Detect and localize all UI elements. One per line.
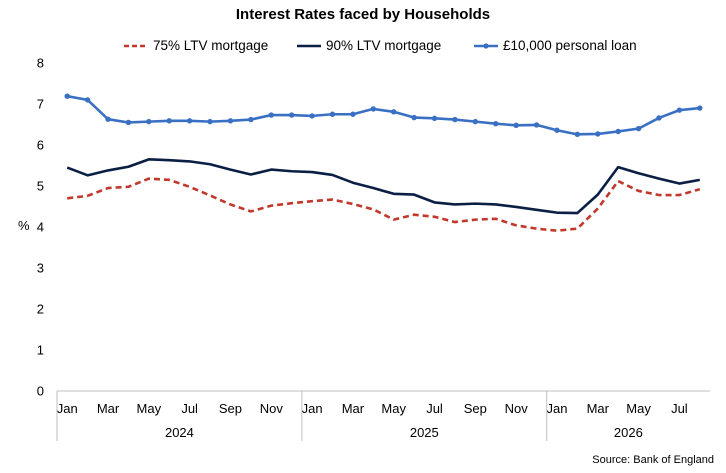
x-tick-label: Mar (587, 401, 610, 416)
legend-label-personal-loan: £10,000 personal loan (503, 38, 637, 53)
series-personal-loan-point (676, 107, 683, 113)
x-year-label: 2025 (410, 425, 439, 440)
series-personal-loan-point (656, 115, 662, 121)
series-personal-loan-point (288, 112, 295, 118)
x-tick-label: Nov (260, 401, 284, 416)
series-personal-loan-point (615, 128, 621, 135)
series-personal-loan-point (84, 97, 91, 103)
series-personal-loan-point (513, 122, 519, 129)
y-tick-label: 3 (37, 261, 44, 276)
series-personal-loan-point (493, 120, 499, 127)
chart-legend: 75% LTV mortgage 90% LTV mortgage £10,00… (0, 38, 726, 56)
legend-item-75-ltv: 75% LTV mortgage (123, 38, 268, 53)
y-tick-label: 4 (37, 220, 44, 235)
legend-item-personal-loan: £10,000 personal loan (473, 38, 637, 53)
series-personal-loan-point (431, 115, 438, 122)
series-personal-loan-point (391, 109, 397, 115)
series-personal-loan-point (227, 118, 234, 124)
x-tick-label: Jul (181, 401, 198, 416)
series-personal-loan-point (64, 93, 70, 99)
x-tick-label: Nov (505, 401, 529, 416)
x-tick-label: Jan (57, 401, 78, 416)
x-tick-label: Sep (464, 401, 487, 416)
y-tick-label: 1 (37, 343, 44, 358)
x-tick-label: Jan (546, 401, 567, 416)
legend-swatch-personal-loan (474, 42, 498, 49)
series-personal-loan-point (533, 122, 540, 128)
series-personal-loan-point (105, 116, 111, 122)
y-tick-label: 7 (37, 97, 44, 112)
legend-item-90-ltv: 90% LTV mortgage (296, 38, 441, 53)
series-90-ltv-line (66, 158, 701, 215)
series-75-ltv-line (67, 177, 701, 232)
y-tick-label: 8 (37, 56, 44, 71)
source-note: Source: Bank of England (592, 454, 714, 466)
series-personal-loan-point (268, 112, 274, 118)
y-tick-label: 5 (37, 179, 44, 194)
series-personal-loan-point (166, 118, 172, 124)
x-tick-label: Mar (97, 401, 120, 416)
legend-label-75-ltv: 75% LTV mortgage (153, 38, 269, 53)
x-tick-label: Mar (342, 401, 365, 416)
x-year-label: 2024 (165, 425, 194, 440)
chart-title: Interest Rates faced by Households (235, 6, 491, 23)
x-tick-label: May (626, 401, 651, 416)
series-personal-loan-point (248, 116, 254, 123)
series-personal-loan-point (146, 118, 152, 125)
x-tick-label: May (137, 401, 162, 416)
x-tick-label: May (381, 401, 406, 416)
legend-label-90-ltv: 90% LTV mortgage (326, 38, 442, 53)
x-tick-label: Sep (219, 401, 242, 416)
y-axis-label: % (18, 218, 30, 233)
series-personal-loan-point (554, 127, 560, 133)
x-tick-label: Jul (671, 401, 688, 416)
x-year-label: 2026 (614, 425, 643, 440)
series-personal-loan-point (125, 119, 132, 126)
series-personal-loan-point (370, 106, 376, 112)
y-tick-label: 6 (37, 138, 44, 153)
series-personal-loan-line (66, 94, 700, 136)
series-personal-loan-point (186, 118, 193, 124)
legend-swatch-90-ltv (297, 44, 321, 47)
series-personal-loan-point (309, 113, 315, 119)
x-tick-label: Jul (426, 401, 443, 416)
y-tick-label: 0 (37, 384, 44, 399)
legend-swatch-75-ltv (124, 44, 148, 47)
series-personal-loan-point (595, 131, 601, 137)
y-tick-label: 2 (37, 302, 44, 317)
series-personal-loan-point (411, 114, 417, 121)
series-personal-loan-point (635, 125, 642, 132)
series-personal-loan-point (574, 131, 581, 138)
x-tick-label: Jan (302, 401, 323, 416)
series-personal-loan-point (207, 118, 213, 125)
series-personal-loan-point (329, 111, 336, 117)
series-personal-loan-point (452, 116, 458, 123)
series-personal-loan-point (350, 111, 356, 117)
series-personal-loan-point (697, 105, 703, 111)
series-personal-loan-point (472, 118, 479, 125)
